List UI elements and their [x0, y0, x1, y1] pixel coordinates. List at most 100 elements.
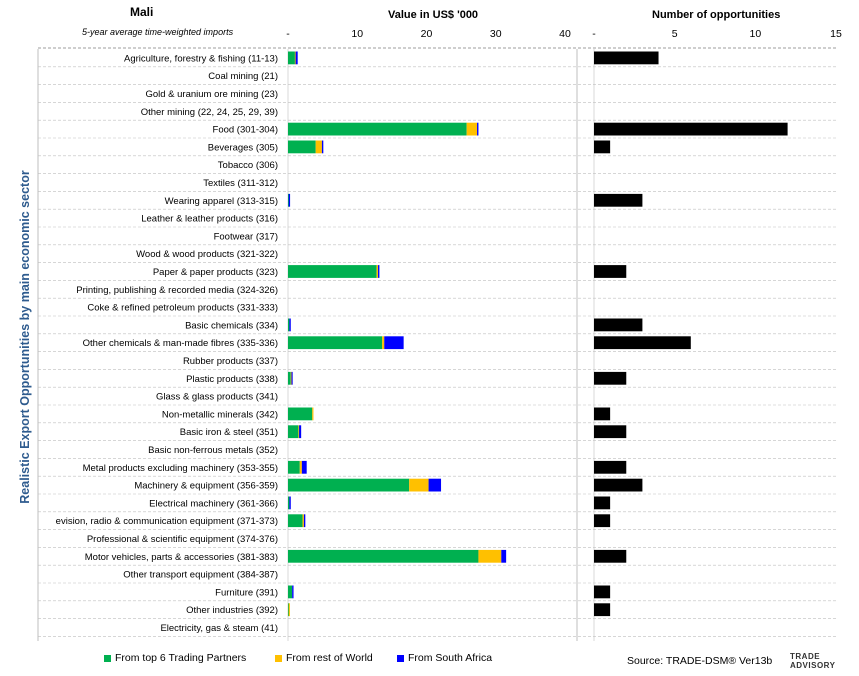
value-bar-segment	[477, 122, 479, 136]
category-label: Other transport equipment (384-387)	[123, 570, 278, 581]
legend-label-sa: From South Africa	[408, 652, 493, 664]
value-bar-segment	[288, 336, 383, 350]
opps-tick-label: 5	[672, 28, 678, 40]
category-label: Agriculture, forestry & fishing (11-13)	[124, 53, 278, 64]
opportunity-bar	[594, 371, 627, 385]
opportunity-bar	[594, 460, 627, 474]
category-label: Other industries (392)	[186, 605, 278, 616]
opportunity-bar	[594, 122, 788, 136]
value-bar-segment	[378, 265, 380, 278]
legend-swatch-top6	[104, 654, 111, 662]
value-bar-segment	[315, 140, 322, 154]
value-bar-segment	[288, 496, 290, 510]
category-label: Non-metallic minerals (342)	[162, 409, 278, 420]
opportunity-bar	[594, 603, 611, 617]
opportunity-bar	[594, 496, 611, 510]
value-bar-segment	[288, 140, 316, 154]
value-bar-segment	[288, 603, 290, 617]
category-label: Other mining (22, 24, 25, 29, 39)	[141, 107, 278, 118]
opportunities-chart-title: Number of opportunities	[652, 9, 781, 21]
category-label: Plastic products (338)	[186, 374, 278, 385]
value-chart-title: Value in US$ '000	[388, 9, 479, 21]
category-label: Professional & scientific equipment (374…	[87, 534, 278, 545]
legend-label-rest: From rest of World	[286, 652, 373, 664]
value-bar-segment	[290, 371, 292, 385]
value-bar-segment	[299, 460, 302, 474]
value-bar-segment	[288, 478, 410, 492]
value-bar-segment	[288, 193, 290, 207]
value-bar-segment	[288, 549, 479, 563]
value-bar-segment	[289, 318, 291, 332]
country-title: Mali	[130, 5, 154, 19]
opportunity-bar	[594, 407, 611, 421]
value-bar-segment	[288, 193, 291, 207]
category-label: Footwear (317)	[214, 231, 278, 242]
value-bar-segment	[303, 514, 306, 528]
opportunity-bar	[594, 478, 643, 492]
opps-tick-label: 10	[749, 28, 761, 40]
opportunity-bar	[594, 585, 611, 599]
opportunity-bar	[594, 51, 659, 65]
logo-line2: ADVISORY	[790, 661, 836, 670]
value-bar-segment	[288, 407, 313, 421]
legend-swatch-rest	[275, 654, 282, 662]
category-label: Other chemicals & man-made fibres (335-3…	[83, 338, 278, 349]
value-bar-segment	[288, 51, 295, 65]
value-bar-segment	[288, 514, 303, 528]
value-bar-segment	[382, 336, 385, 350]
legend-item-sa: From South Africa	[397, 652, 492, 664]
category-label: Paper & paper products (323)	[153, 267, 278, 278]
category-label: Gold & uranium ore mining (23)	[145, 89, 278, 100]
value-bar-segment	[299, 425, 302, 439]
legend-swatch-sa	[397, 654, 404, 662]
value-bar-segment	[288, 585, 293, 599]
value-bar-segment	[298, 425, 300, 439]
opportunity-bar	[594, 425, 627, 439]
value-bar-segment	[376, 265, 379, 278]
value-bar-segment	[301, 460, 307, 474]
value-bar-segment	[288, 603, 290, 617]
category-label: Motor vehicles, parts & accessories (381…	[85, 552, 278, 563]
value-bar-segment	[294, 51, 297, 65]
category-label: Food (301-304)	[213, 125, 278, 136]
category-label: Basic chemicals (334)	[185, 320, 278, 331]
value-bar-segment	[295, 51, 298, 65]
category-label: Metal products excluding machinery (353-…	[83, 463, 278, 474]
category-label: evision, radio & communication equipment…	[56, 516, 278, 527]
value-bar-segment	[288, 318, 290, 332]
category-label: Tobacco (306)	[218, 160, 278, 171]
opportunity-bar	[594, 265, 627, 278]
opportunity-bar	[594, 140, 611, 154]
category-label: Rubber products (337)	[183, 356, 278, 367]
opps-tick-label: 15	[830, 28, 842, 40]
legend-item-rest: From rest of World	[275, 652, 373, 664]
value-bar-segment	[501, 549, 507, 563]
category-label: Wearing apparel (313-315)	[165, 196, 278, 207]
category-label: Wood & wood products (321-322)	[136, 249, 278, 260]
value-bar-segment	[428, 478, 442, 492]
category-label: Glass & glass products (341)	[156, 392, 278, 403]
opportunity-bar	[594, 318, 643, 332]
legend-label-top6: From top 6 Trading Partners	[115, 652, 247, 664]
logo-line1: TRADE	[790, 652, 821, 661]
category-label: Electricity, gas & steam (41)	[160, 623, 278, 634]
value-tick-label: -	[286, 28, 290, 40]
value-bar-segment	[288, 265, 377, 278]
opps-tick-label: -	[592, 28, 596, 40]
category-label: Basic iron & steel (351)	[180, 427, 278, 438]
opportunity-bar	[594, 193, 643, 207]
value-bar-segment	[288, 371, 291, 385]
opportunity-bar	[594, 549, 627, 563]
category-label: Electrical machinery (361-366)	[149, 498, 278, 509]
value-bar-segment	[321, 140, 324, 154]
value-bar-segment	[478, 549, 502, 563]
category-label: Furniture (391)	[215, 587, 278, 598]
value-bar-segment	[312, 407, 314, 421]
value-tick-label: 40	[559, 28, 571, 40]
value-bar-segment	[288, 460, 300, 474]
value-bar-segment	[292, 585, 294, 599]
value-tick-label: 20	[421, 28, 433, 40]
subtitle: 5-year average time-weighted imports	[82, 27, 234, 37]
category-label: Textiles (311-312)	[203, 178, 278, 189]
